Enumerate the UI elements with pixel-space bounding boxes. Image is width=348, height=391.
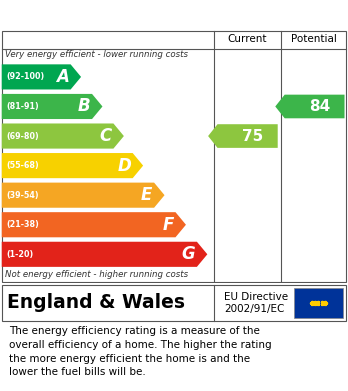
Text: (55-68): (55-68)	[6, 161, 39, 170]
Text: (39-54): (39-54)	[6, 191, 39, 200]
Polygon shape	[2, 242, 207, 267]
Polygon shape	[275, 95, 345, 118]
Text: Potential: Potential	[291, 34, 337, 45]
Text: C: C	[100, 127, 112, 145]
Text: E: E	[141, 186, 152, 204]
Text: Very energy efficient - lower running costs: Very energy efficient - lower running co…	[5, 50, 188, 59]
Polygon shape	[208, 124, 278, 148]
Text: B: B	[78, 97, 90, 115]
Text: (69-80): (69-80)	[6, 131, 39, 140]
Polygon shape	[2, 212, 186, 237]
Text: A: A	[56, 68, 69, 86]
Text: 84: 84	[309, 99, 331, 114]
Polygon shape	[2, 124, 124, 149]
Text: England & Wales: England & Wales	[7, 294, 185, 312]
Polygon shape	[2, 65, 81, 90]
Text: (21-38): (21-38)	[6, 220, 39, 229]
Text: (92-100): (92-100)	[6, 72, 45, 81]
Text: F: F	[163, 216, 174, 234]
Polygon shape	[2, 153, 143, 178]
Text: 2002/91/EC: 2002/91/EC	[224, 304, 285, 314]
Polygon shape	[2, 94, 102, 119]
Text: EU Directive: EU Directive	[224, 292, 288, 302]
Text: 75: 75	[242, 129, 263, 143]
Text: The energy efficiency rating is a measure of the
overall efficiency of a home. T: The energy efficiency rating is a measur…	[9, 326, 271, 377]
Text: (81-91): (81-91)	[6, 102, 39, 111]
Polygon shape	[2, 183, 165, 208]
Text: (1-20): (1-20)	[6, 250, 33, 259]
Text: Energy Efficiency Rating: Energy Efficiency Rating	[9, 6, 238, 24]
Text: G: G	[182, 245, 195, 263]
Text: Current: Current	[228, 34, 267, 45]
Text: Not energy efficient - higher running costs: Not energy efficient - higher running co…	[5, 270, 188, 279]
Bar	[294, 288, 343, 318]
Text: D: D	[117, 157, 131, 175]
